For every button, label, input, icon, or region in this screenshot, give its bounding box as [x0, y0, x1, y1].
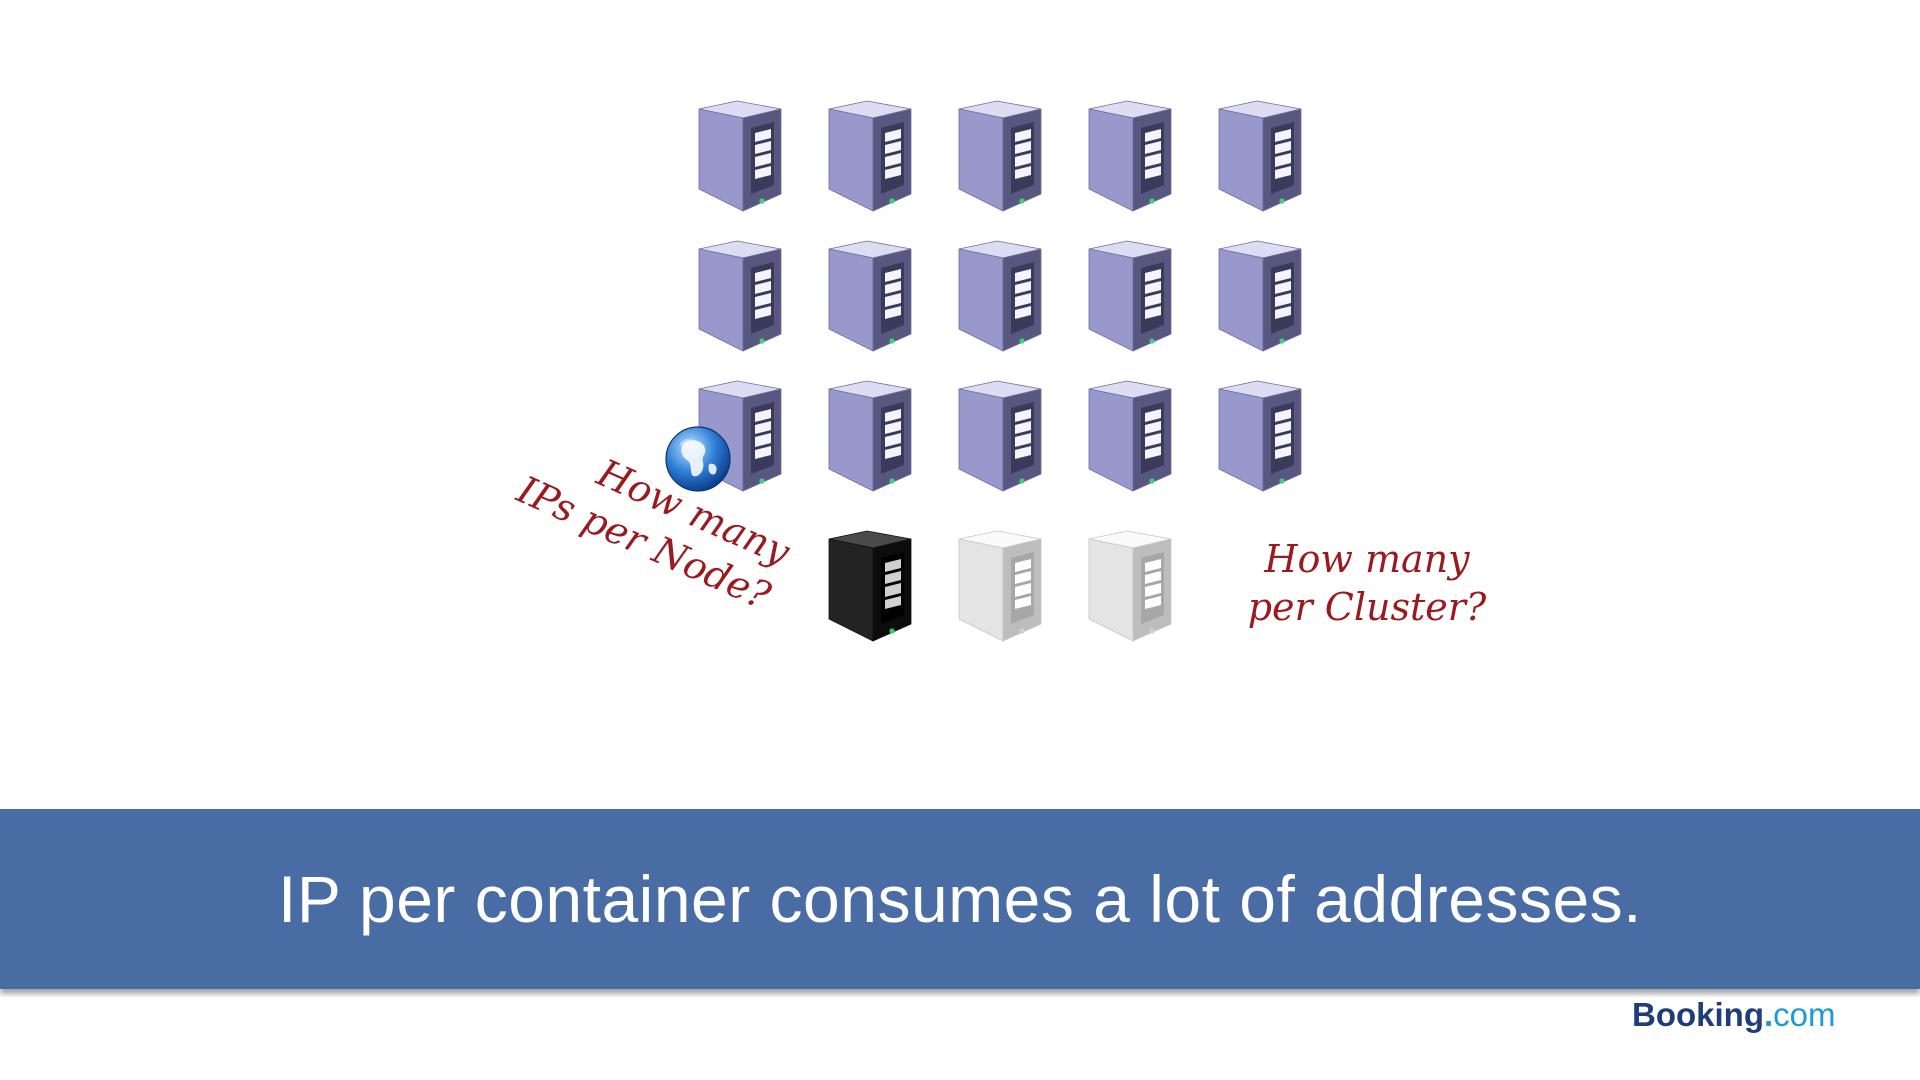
- note-cluster-line-2: per Cluster?: [1247, 584, 1487, 629]
- server-icon-purple: [815, 97, 915, 215]
- server-icon-purple: [945, 237, 1045, 355]
- note-per-cluster: How many per Cluster?: [1232, 536, 1502, 631]
- server-icon-black: [815, 527, 915, 645]
- server-icon-purple: [815, 237, 915, 355]
- server-icon-white: [1075, 527, 1175, 645]
- server-icon-purple: [685, 97, 785, 215]
- booking-logo: Booking.com: [1632, 996, 1836, 1036]
- server-icon-purple: [1075, 377, 1175, 495]
- server-icon-purple: [1205, 377, 1305, 495]
- banner-title: IP per container consumes a lot of addre…: [277, 862, 1643, 936]
- globe-icon: [663, 424, 733, 494]
- note-cluster-line-1: How many: [1264, 537, 1470, 581]
- title-banner: IP per container consumes a lot of addre…: [0, 809, 1920, 989]
- server-icon-purple: [1205, 237, 1305, 355]
- server-icon-purple: [1075, 237, 1175, 355]
- server-icon-purple: [945, 377, 1045, 495]
- server-icon-purple: [815, 377, 915, 495]
- server-icon-purple: [685, 237, 785, 355]
- server-icon-purple: [1075, 97, 1175, 215]
- server-icon-purple: [1205, 97, 1305, 215]
- logo-brand: Booking: [1632, 996, 1764, 1033]
- logo-tld: com: [1773, 996, 1836, 1033]
- logo-dot: .: [1763, 996, 1774, 1033]
- server-icon-white: [945, 527, 1045, 645]
- server-icon-purple: [945, 97, 1045, 215]
